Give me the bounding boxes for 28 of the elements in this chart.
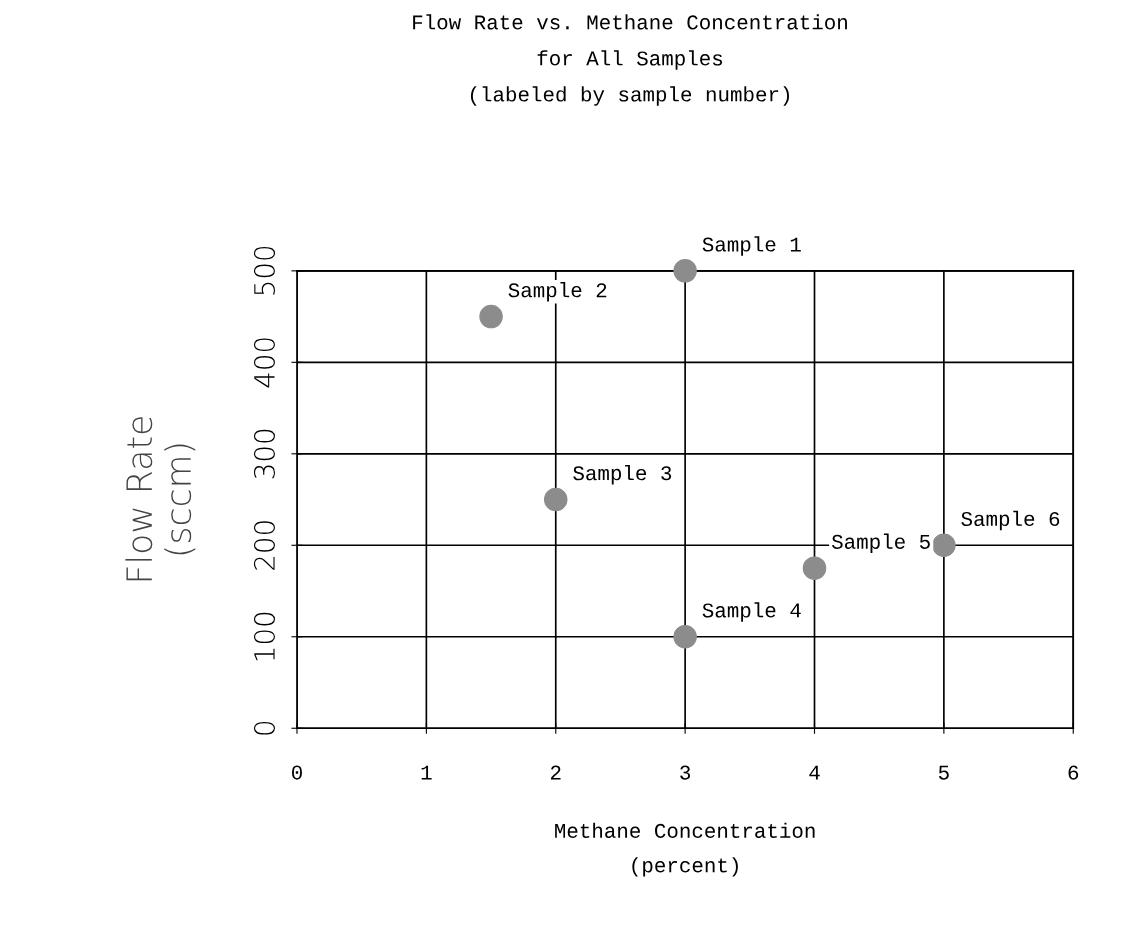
point — [673, 625, 697, 649]
x-axis-title: Methane Concentration (percent) — [555, 822, 815, 877]
annotation: Sample 6 — [961, 510, 1060, 531]
y-tick-label: 300 — [253, 429, 275, 479]
annotation: Sample 5 — [831, 533, 930, 554]
x-tick-label: 5 — [938, 765, 949, 780]
y-tick-label: 0 — [253, 721, 275, 735]
point — [673, 259, 697, 283]
x-tick-label: 3 — [680, 765, 691, 780]
x-tick-label: 6 — [1068, 765, 1079, 780]
annotation: Sample 4 — [702, 602, 801, 622]
annotation: Sample 3 — [573, 465, 672, 485]
y-axis-title: Flow Rate (sccm) — [125, 417, 196, 581]
x-tick-label: 4 — [809, 765, 820, 780]
point — [802, 556, 827, 580]
y-tick-label: 400 — [253, 338, 275, 388]
point — [543, 487, 568, 512]
y-tick-label: 200 — [253, 521, 275, 570]
chart-title: Flow Rate vs. Methane Concentration for All Samples (labeled by sample number) — [413, 14, 847, 106]
annotation: Sample 1 — [702, 236, 801, 256]
annotation: Sample 2 — [508, 282, 607, 302]
x-tick-label: 2 — [550, 765, 561, 780]
x-tick-label: 1 — [421, 765, 432, 780]
point — [932, 533, 956, 558]
y-tick-label: 500 — [253, 246, 275, 295]
x-tick-label: 0 — [292, 765, 302, 780]
y-tick-label: 100 — [253, 612, 275, 661]
point — [479, 304, 503, 329]
